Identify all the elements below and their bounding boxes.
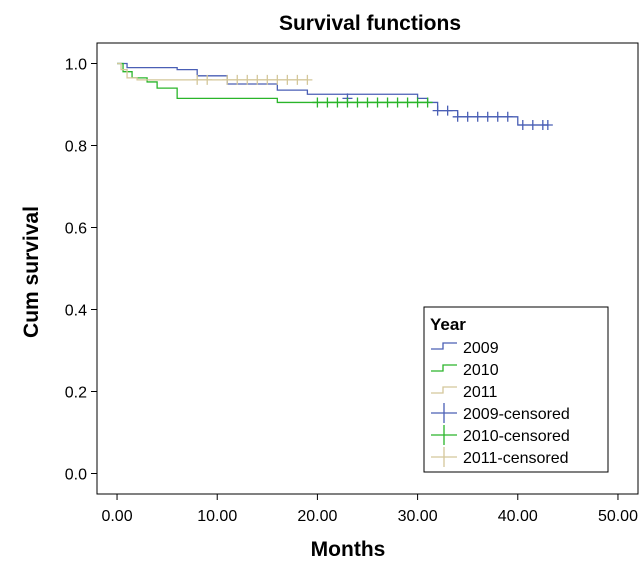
legend: Year 2009 2010 2011 2009-censored 2010-censo… (423, 306, 609, 473)
censor-mark-2010 (382, 97, 393, 108)
censor-mark-2009 (527, 120, 538, 130)
x-tick-label: 40.00 (498, 508, 538, 525)
y-axis-label: Cum survival (20, 206, 43, 338)
legend-swatch (431, 386, 457, 394)
x-tick-label: 10.00 (197, 508, 237, 525)
legend-label: 2009 (463, 340, 499, 357)
censor-mark-2010 (372, 97, 383, 108)
legend-label: 2010-censored (463, 428, 570, 445)
y-tick-label: 1.0 (65, 57, 87, 74)
x-tick-label: 20.00 (297, 508, 337, 525)
censor-mark-2010 (312, 97, 323, 108)
censor-mark-2009 (472, 111, 483, 122)
censor-mark-2009 (432, 105, 443, 116)
chart-title: Survival functions (279, 12, 461, 35)
censor-mark-2011 (192, 74, 203, 85)
plot-area (117, 62, 553, 130)
series-line-2011 (117, 62, 308, 81)
censor-mark-2010 (332, 97, 343, 108)
x-axis: 0.00 10.00 20.00 30.00 40.00 50.00 (101, 494, 638, 525)
censor-mark-2009 (462, 111, 473, 122)
censor-mark-2011 (272, 74, 283, 85)
y-tick-label: 0.2 (65, 385, 87, 402)
legend-label: 2011-censored (463, 450, 569, 467)
series-line-2009 (117, 62, 548, 126)
censor-mark-2010 (342, 97, 353, 108)
censor-mark-2010 (352, 97, 363, 108)
censor-mark-2009 (452, 111, 463, 122)
legend-swatch (431, 364, 457, 372)
censor-mark-2010 (412, 97, 423, 108)
censor-mark-2009 (502, 111, 513, 122)
y-tick-label: 0.0 (65, 467, 87, 484)
censor-mark-2011 (222, 74, 233, 85)
censor-mark-2011 (202, 74, 213, 85)
censor-mark-2009 (542, 120, 553, 130)
censor-mark-2011 (282, 74, 293, 85)
legend-label: 2011 (463, 384, 498, 401)
series-line-2010 (117, 62, 428, 104)
legend-swatch (431, 425, 457, 445)
censor-mark-2011 (302, 74, 313, 85)
x-axis-label: Months (311, 538, 386, 560)
censor-mark-2010 (322, 97, 333, 108)
censor-mark-2009 (442, 105, 453, 116)
legend-box (423, 306, 609, 473)
legend-swatch (431, 403, 457, 423)
censor-mark-2010 (402, 97, 413, 108)
censor-mark-2011 (252, 74, 263, 85)
censor-mark-2011 (292, 74, 303, 85)
legend-swatch (431, 447, 457, 467)
censor-mark-2009 (492, 111, 503, 122)
censor-mark-2010 (362, 97, 373, 108)
censor-mark-2011 (232, 74, 243, 85)
legend-title: Year (430, 315, 466, 334)
legend-label: 2010 (463, 362, 499, 379)
legend-swatch (431, 342, 457, 350)
y-axis: 0.0 0.2 0.4 0.6 0.8 1.0 (65, 57, 97, 484)
censor-mark-2010 (392, 97, 403, 108)
censor-mark-2009 (482, 111, 493, 122)
y-tick-label: 0.8 (65, 139, 87, 156)
censor-mark-2010 (422, 97, 433, 108)
y-tick-label: 0.4 (65, 303, 87, 320)
x-tick-label: 30.00 (398, 508, 438, 525)
censor-mark-2011 (262, 74, 273, 85)
y-tick-label: 0.6 (65, 221, 87, 238)
censor-mark-2011 (242, 74, 253, 85)
legend-label: 2009-censored (463, 406, 570, 423)
x-tick-label: 50.00 (598, 508, 638, 525)
censor-mark-2009 (517, 120, 528, 130)
x-tick-label: 0.00 (101, 508, 132, 525)
plot-frame (96, 42, 639, 495)
